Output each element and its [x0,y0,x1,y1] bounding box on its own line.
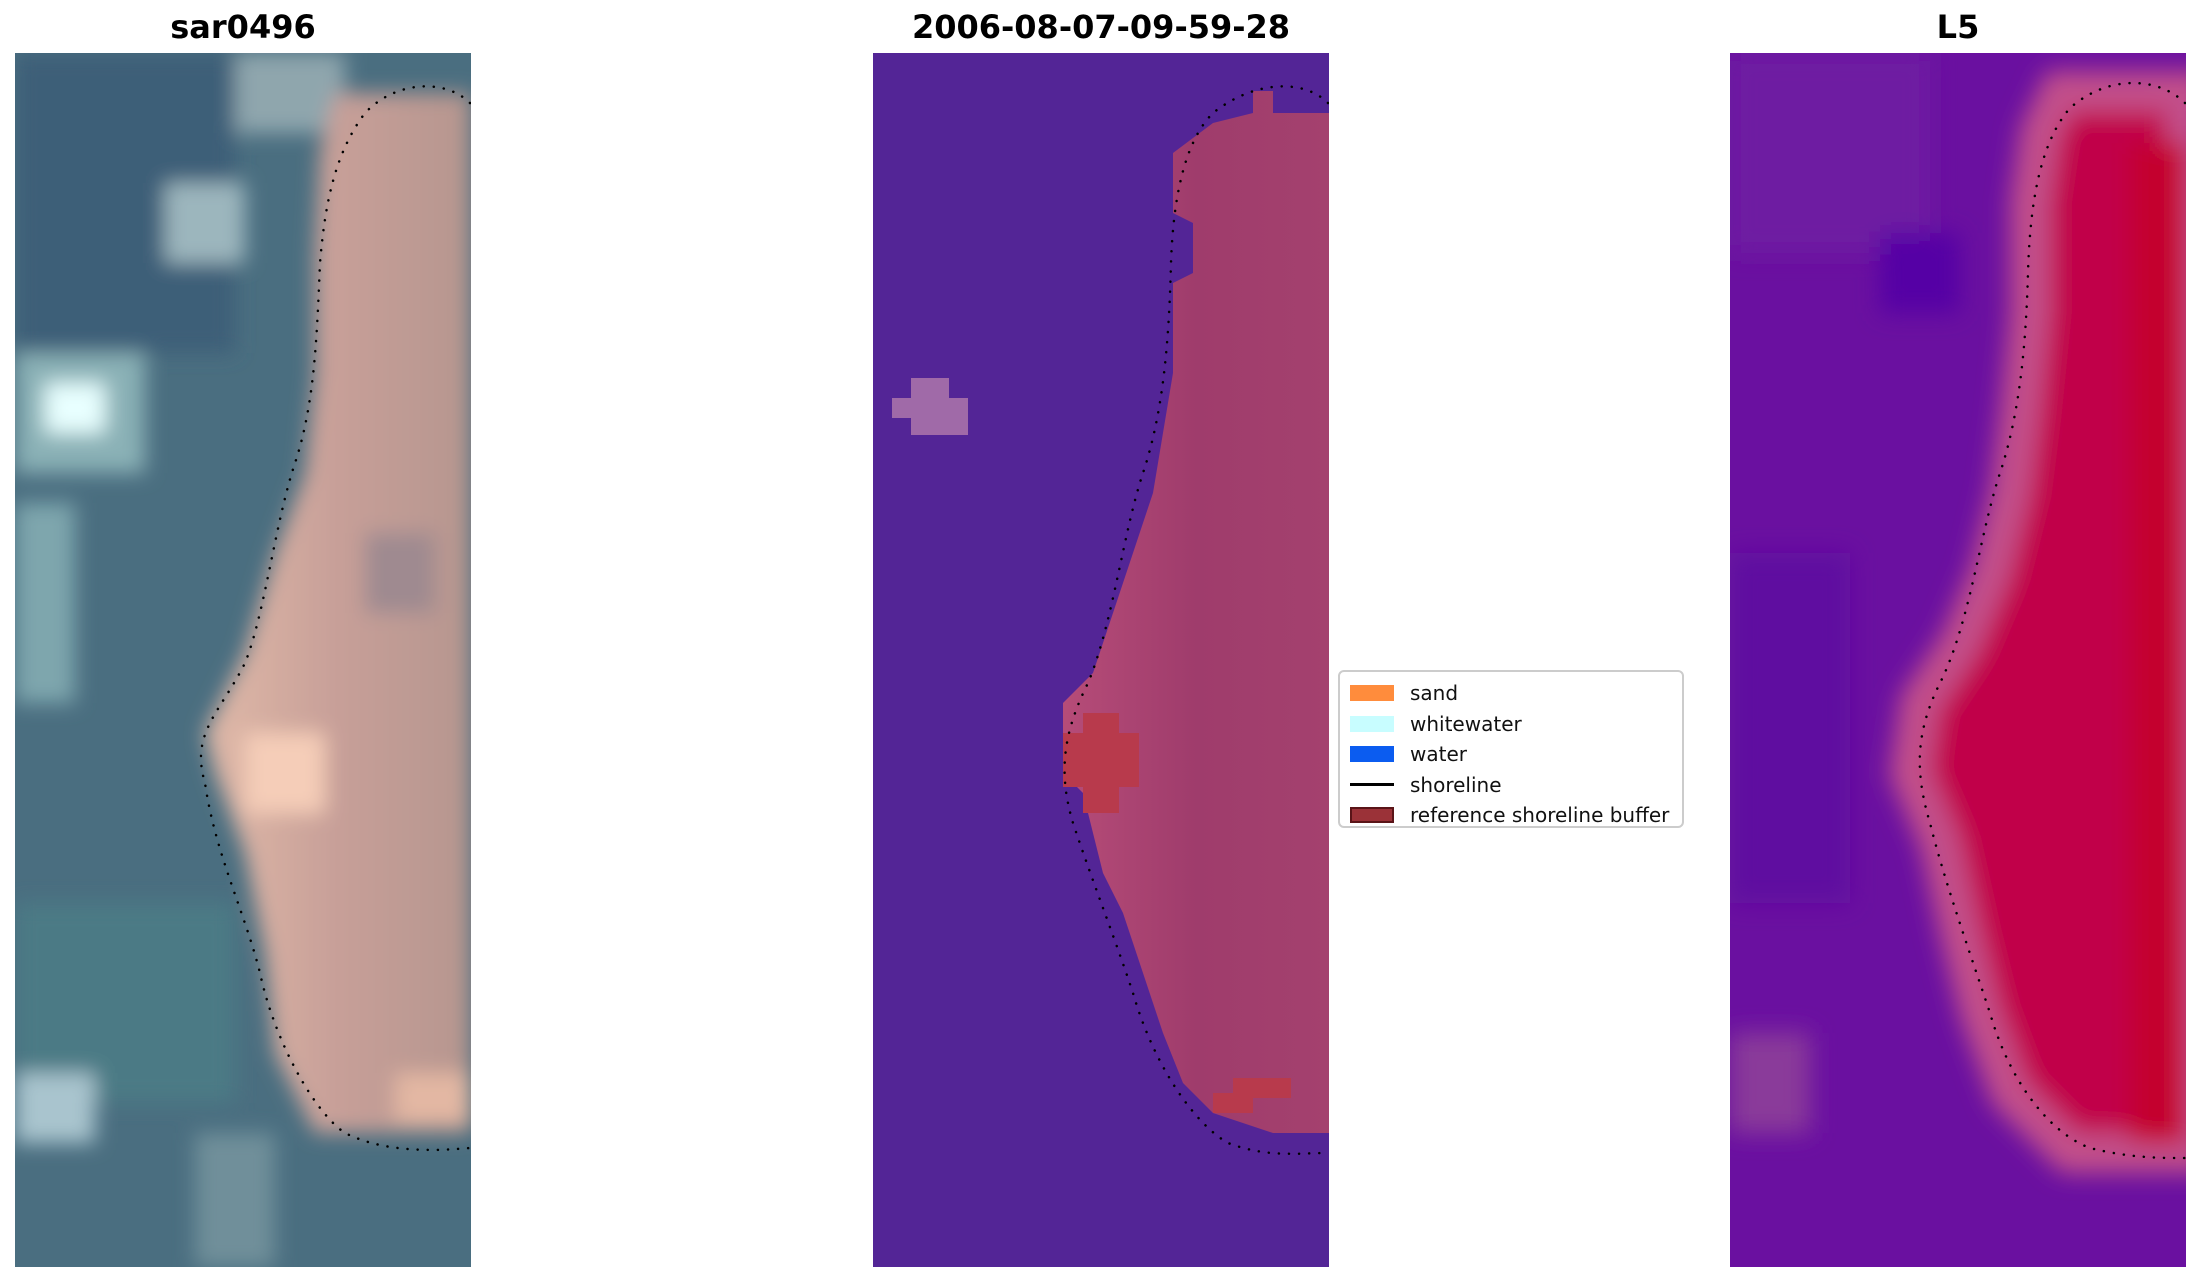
legend-label: whitewater [1410,711,1522,736]
shoreline-dots-index [1918,81,2186,1160]
legend-label: shoreline [1410,772,1502,797]
panel-title-classified: 2006-08-07-09-59-28 [911,8,1291,46]
legend-item-water: water [1350,739,1672,770]
legend-swatch-shoreline [1350,783,1394,787]
legend-item-shoreline: shoreline [1350,770,1672,801]
legend-swatch-water [1350,746,1394,763]
legend-label: reference shoreline buffer [1410,803,1670,828]
legend-item-whitewater: whitewater [1350,709,1672,740]
rgb-image-panel [15,53,471,1267]
legend-label: sand [1410,681,1459,706]
panel-title-rgb: sar0496 [170,8,316,46]
legend-item-sand: sand [1350,678,1672,709]
panel-title-index: L5 [1936,8,1980,46]
legend-item-reference-buffer: reference shoreline buffer [1350,800,1672,831]
legend-swatch-reference-buffer [1350,807,1394,824]
classified-image-panel [873,53,1329,1267]
legend-swatch-whitewater [1350,715,1394,732]
shoreline-dots-classified [1063,85,1329,1156]
legend-label: water [1410,742,1467,767]
legend: sand whitewater water shoreline referenc… [1338,670,1684,828]
legend-swatch-sand [1350,685,1394,702]
index-image-panel [1730,53,2186,1267]
